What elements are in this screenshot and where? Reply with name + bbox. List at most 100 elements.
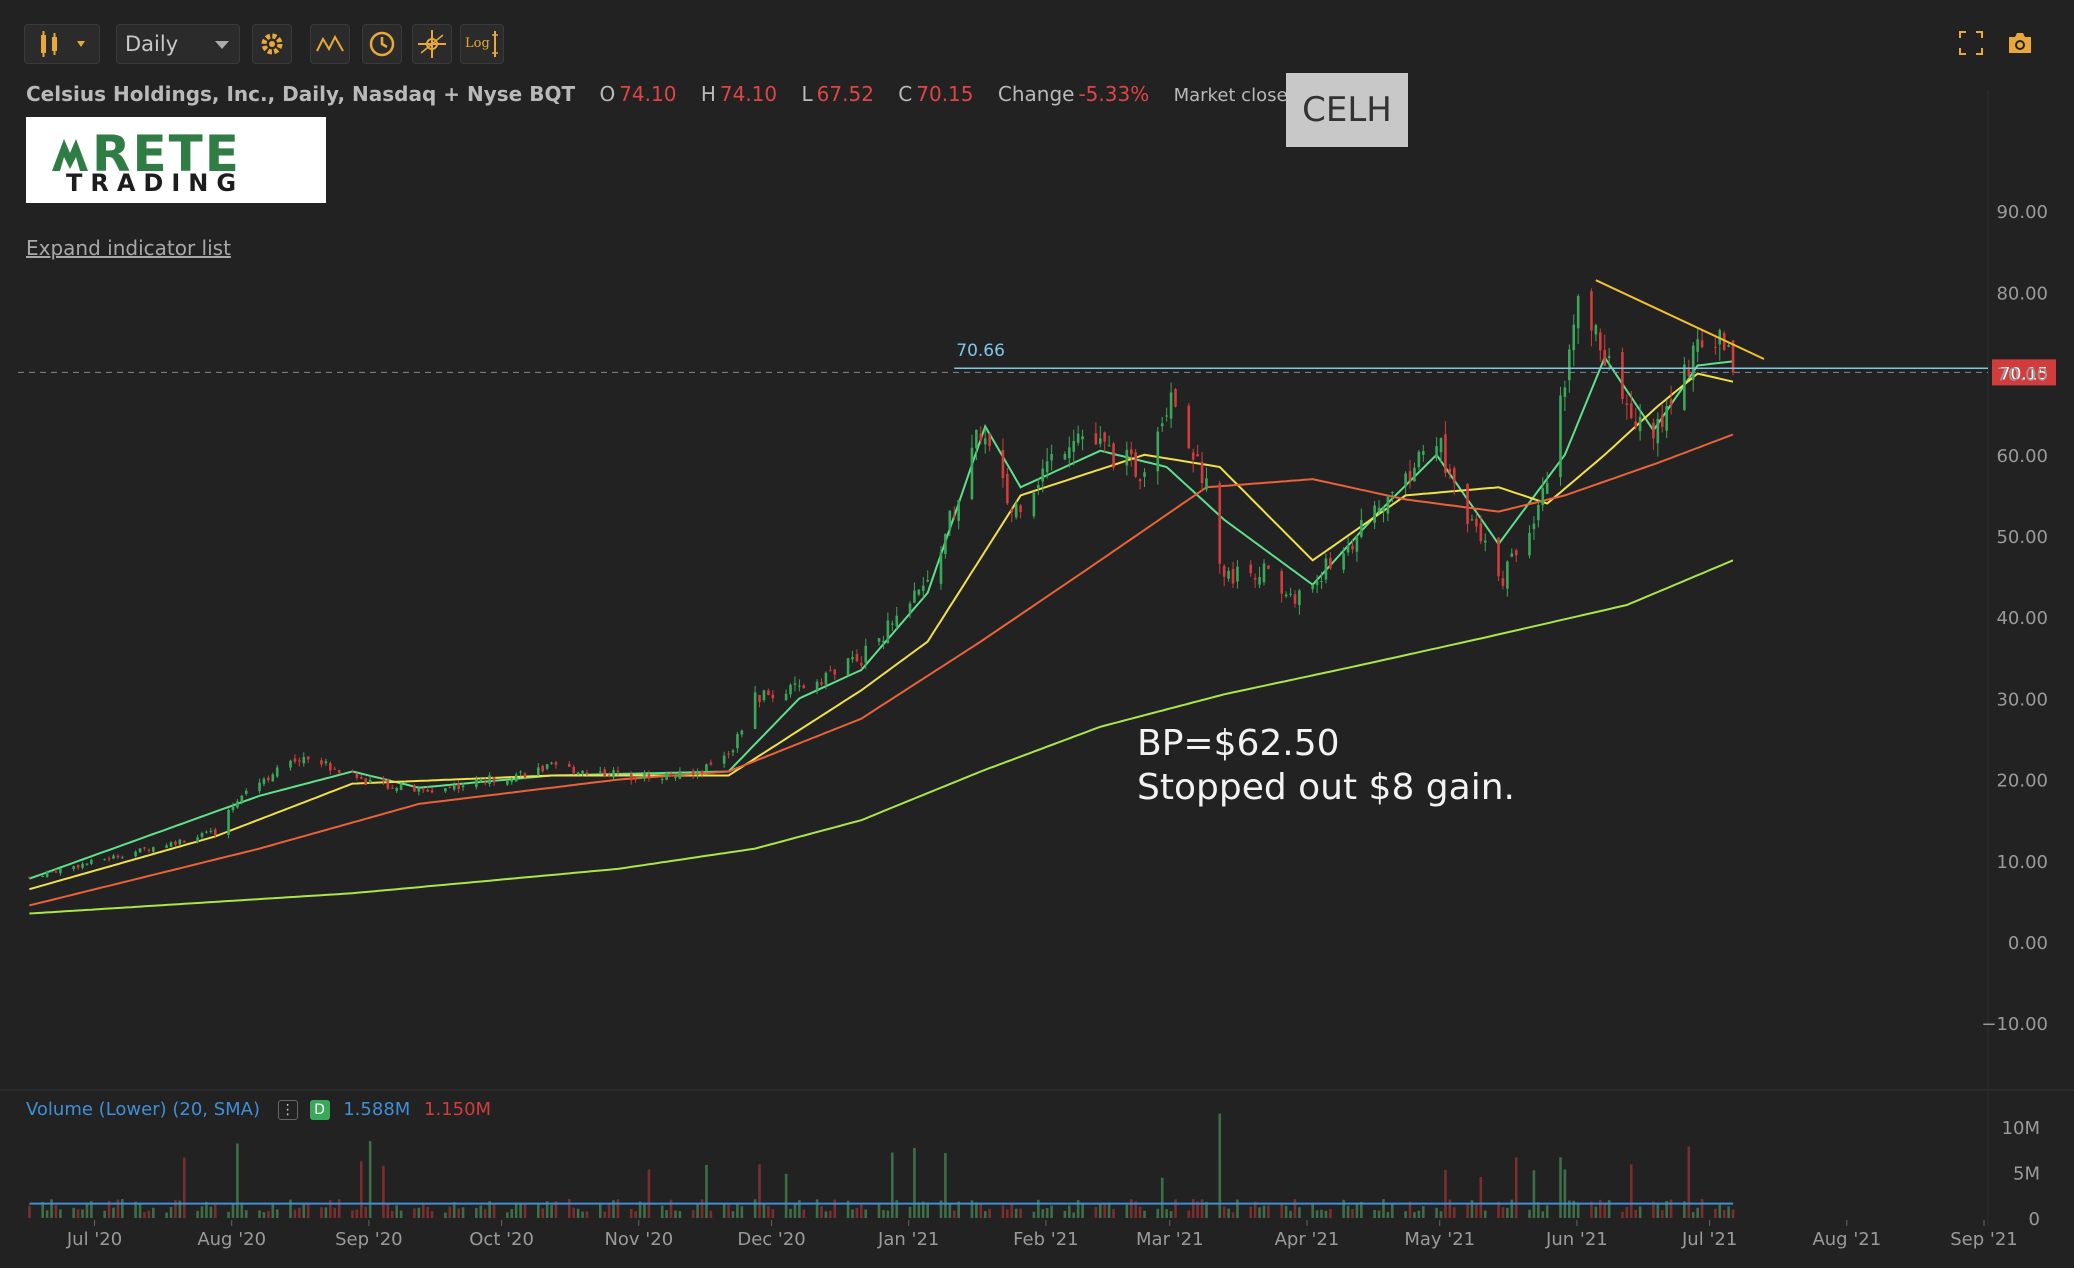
volume-study-name[interactable]: Volume (Lower) (20, SMA) <box>26 1099 261 1120</box>
volume-bar <box>1537 1202 1540 1218</box>
candle-body <box>638 778 642 780</box>
volume-legend: Volume (Lower) (20, SMA) ⋮ D 1.588M 1.15… <box>26 1099 491 1120</box>
interval-select[interactable]: Daily <box>116 24 240 64</box>
candle-body <box>541 765 545 772</box>
volume-bar <box>76 1209 80 1218</box>
snapshot-button[interactable] <box>2006 30 2034 60</box>
candle-body <box>877 638 881 642</box>
volume-bar <box>1722 1210 1726 1218</box>
volume-bar <box>638 1201 642 1218</box>
volume-sma-value: 1.588M <box>343 1099 411 1120</box>
volume-bar <box>275 1209 279 1218</box>
volume-bar <box>1444 1169 1447 1218</box>
candle-body <box>50 871 53 873</box>
symbol-legend: Celsius Holdings, Inc., Daily, Nasdaq + … <box>26 82 1299 106</box>
expand-indicator-list-link[interactable]: Expand indicator list <box>26 236 231 260</box>
candle-body <box>488 775 491 784</box>
candle-body <box>116 855 120 858</box>
indicators-button[interactable] <box>310 24 350 64</box>
volume-bar <box>1700 1199 1704 1218</box>
volume-bar <box>939 1200 943 1218</box>
volume-tick-label: 0 <box>2029 1209 2040 1230</box>
candle-body <box>665 773 668 780</box>
candle-body <box>1329 558 1332 569</box>
volume-bar <box>1094 1206 1098 1218</box>
volume-bar <box>174 1199 177 1218</box>
candle-body <box>1660 415 1664 427</box>
drawing-tools-button[interactable] <box>412 24 452 64</box>
volume-bar <box>1160 1177 1164 1218</box>
volume-bar <box>1267 1205 1270 1218</box>
logo-text-main: RETE <box>92 125 241 183</box>
high-value: 74.10 <box>719 82 778 106</box>
volume-bar <box>382 1165 385 1218</box>
candle-body <box>660 779 664 781</box>
volume-bar <box>213 1202 217 1218</box>
candle-body <box>1479 523 1483 542</box>
candle-body <box>1267 565 1270 569</box>
candle-body <box>421 788 425 790</box>
volume-bar <box>727 1204 730 1218</box>
candle-body <box>1360 519 1363 537</box>
volume-bar <box>952 1210 956 1218</box>
x-tick-label: Sep '20 <box>335 1229 403 1250</box>
candle-body <box>1351 545 1354 550</box>
candle-body <box>368 779 372 783</box>
candle-body <box>1006 473 1009 504</box>
volume-bar <box>1262 1205 1266 1218</box>
candle-body <box>957 499 960 521</box>
volume-bar <box>1501 1207 1505 1218</box>
candle-body <box>514 774 518 782</box>
candle-body <box>1576 295 1580 329</box>
volume-bar <box>1377 1210 1381 1218</box>
candle-body <box>1187 405 1191 449</box>
volume-bar <box>1125 1204 1129 1218</box>
volume-bar <box>1045 1208 1049 1218</box>
settings-button[interactable] <box>252 24 292 64</box>
candle-body <box>196 837 199 843</box>
candle-body <box>789 684 792 695</box>
toolbar: Daily Log <box>0 0 2074 84</box>
candle-body <box>452 785 456 790</box>
candle-body <box>1045 461 1049 473</box>
chart-style-button[interactable] <box>24 24 100 64</box>
candle-body <box>1165 415 1168 417</box>
volume-bar <box>798 1200 801 1218</box>
candle-body <box>975 429 978 449</box>
x-tick-label: Apr '21 <box>1275 1229 1340 1250</box>
candle-body <box>1284 594 1288 597</box>
last-price-label: 70.15 <box>2000 364 2049 384</box>
volume-bar <box>1448 1199 1452 1218</box>
volume-bar <box>1068 1205 1071 1218</box>
volume-bar <box>1174 1199 1177 1218</box>
y-tick-label: 90.00 <box>1996 202 2048 223</box>
candle-body <box>41 876 44 878</box>
volume-bar <box>1165 1209 1168 1218</box>
y-tick-label: 70.00 <box>1996 365 2048 386</box>
volume-bar <box>1001 1205 1005 1218</box>
candle-body <box>1714 346 1717 348</box>
more-options-icon[interactable]: ⋮ <box>277 1100 298 1120</box>
volume-bar <box>488 1201 491 1218</box>
candle-body <box>1603 349 1607 366</box>
candle-body <box>1391 492 1394 494</box>
candle-body <box>395 788 398 791</box>
x-tick-label: Aug '20 <box>197 1229 266 1250</box>
volume-bar <box>1731 1209 1735 1218</box>
fullscreen-button[interactable] <box>1958 30 1984 60</box>
log-scale-button[interactable]: Log <box>460 24 504 64</box>
candle-body <box>138 848 142 853</box>
replay-button[interactable] <box>362 24 402 64</box>
volume-bar <box>678 1210 682 1218</box>
annotation-line-2: Stopped out $8 gain. <box>1137 767 1515 808</box>
volume-bar <box>567 1199 571 1218</box>
candle-body <box>306 756 310 760</box>
candle-body <box>1444 434 1447 473</box>
candle-body <box>1727 345 1730 347</box>
volume-bar <box>1218 1113 1222 1218</box>
volume-bar <box>957 1201 960 1218</box>
volume-bar <box>771 1209 775 1218</box>
volume-bar <box>1081 1204 1084 1218</box>
volume-bar <box>244 1210 248 1218</box>
